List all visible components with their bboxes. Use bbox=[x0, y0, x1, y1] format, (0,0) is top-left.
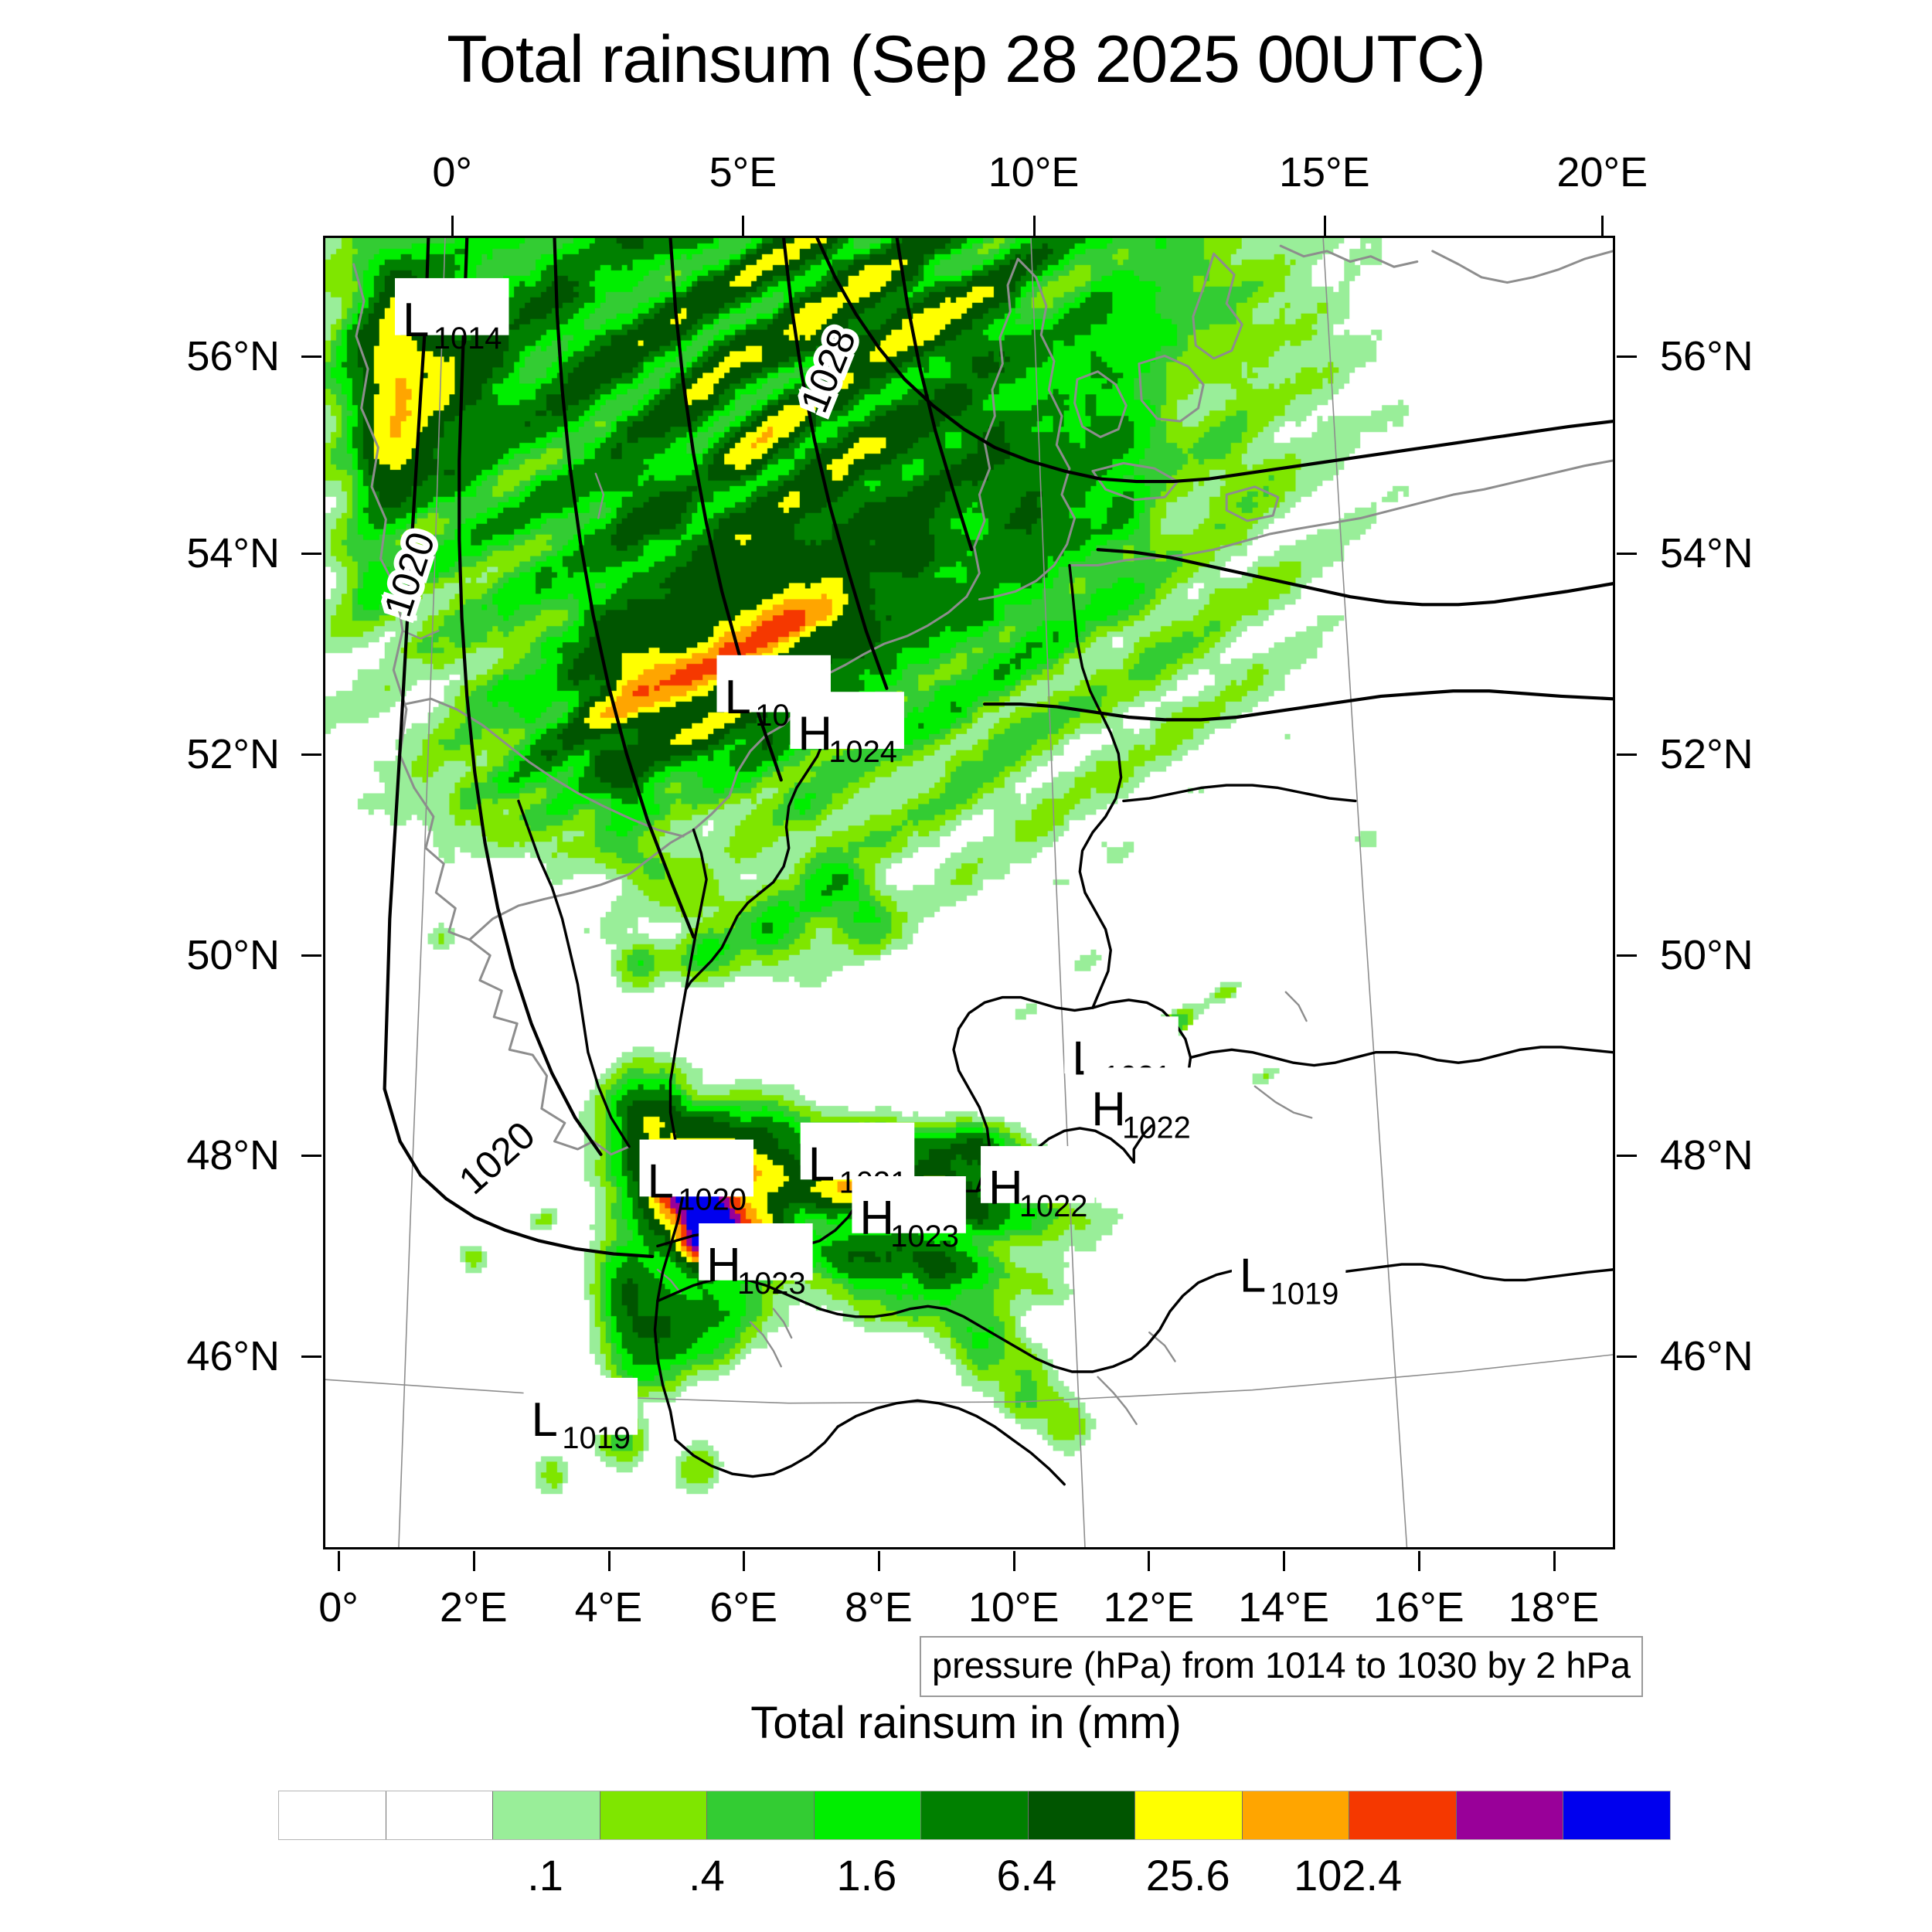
lon-tickmark-top-1 bbox=[742, 216, 745, 236]
lon-tickmark-top-4 bbox=[1601, 216, 1604, 236]
lon-tick-bottom-5: 10°E bbox=[968, 1584, 1060, 1631]
lon-tick-bottom-3: 6°E bbox=[709, 1584, 778, 1631]
lon-tickmark-bottom-0 bbox=[338, 1551, 341, 1571]
lat-tick-right-3: 50°N bbox=[1660, 931, 1753, 978]
colorbar-swatch-9 bbox=[1242, 1791, 1350, 1839]
colorbar-tick-0: .1 bbox=[527, 1851, 563, 1900]
lat-tick-left-4: 48°N bbox=[186, 1132, 280, 1179]
colorbar-tick-4: 25.6 bbox=[1145, 1851, 1230, 1900]
lon-tickmark-bottom-2 bbox=[607, 1551, 611, 1571]
colorbar-tick-1: .4 bbox=[689, 1851, 725, 1900]
map-plot-area: 1020 1020 1020 1020 1028 1028 L 1014 L 1023 H 1024 L… bbox=[323, 236, 1615, 1549]
lat-tickmark-right-4 bbox=[1617, 1155, 1637, 1157]
lat-tick-left-1: 54°N bbox=[186, 529, 280, 577]
colorbar-tick-2: 1.6 bbox=[836, 1851, 897, 1900]
colorbar-swatch-7 bbox=[1028, 1791, 1136, 1839]
colorbar-swatch-10 bbox=[1349, 1791, 1457, 1839]
colorbar-swatch-2 bbox=[493, 1791, 600, 1839]
lon-tickmark-bottom-6 bbox=[1148, 1551, 1151, 1571]
lon-tickmark-top-3 bbox=[1323, 216, 1326, 236]
lon-tick-top-4: 20°E bbox=[1556, 149, 1648, 196]
lon-tickmark-bottom-4 bbox=[877, 1551, 880, 1571]
lat-tick-right-0: 56°N bbox=[1660, 332, 1753, 379]
lat-tick-left-0: 56°N bbox=[186, 332, 280, 379]
lon-tick-top-0: 0° bbox=[432, 149, 473, 196]
lon-tick-top-2: 10°E bbox=[988, 149, 1080, 196]
pressure-caption-box: pressure (hPa) from 1014 to 1030 by 2 hP… bbox=[920, 1636, 1643, 1697]
lat-tick-right-5: 46°N bbox=[1660, 1333, 1753, 1380]
colorbar-swatch-0 bbox=[279, 1791, 386, 1839]
lat-tickmark-left-2 bbox=[301, 753, 321, 756]
lat-tick-right-4: 48°N bbox=[1660, 1132, 1753, 1179]
lon-tick-top-1: 5°E bbox=[709, 149, 777, 196]
colorbar bbox=[278, 1791, 1671, 1840]
lon-tick-bottom-8: 16°E bbox=[1373, 1584, 1464, 1631]
colorbar-tick-labels: .1 .4 1.6 6.4 25.6 102.4 bbox=[278, 1850, 1669, 1904]
lat-tickmark-right-1 bbox=[1617, 552, 1637, 555]
lon-tickmark-bottom-5 bbox=[1012, 1551, 1015, 1571]
colorbar-swatch-3 bbox=[600, 1791, 708, 1839]
lon-tickmark-bottom-1 bbox=[472, 1551, 475, 1571]
precipitation-field-canvas bbox=[325, 238, 1613, 1547]
lon-tick-bottom-7: 14°E bbox=[1238, 1584, 1329, 1631]
lon-tick-bottom-1: 2°E bbox=[439, 1584, 508, 1631]
lon-tickmark-top-2 bbox=[1032, 216, 1036, 236]
colorbar-swatch-1 bbox=[386, 1791, 494, 1839]
lat-tickmark-right-5 bbox=[1617, 1355, 1637, 1359]
colorbar-swatch-12 bbox=[1563, 1791, 1670, 1839]
lon-tickmark-bottom-9 bbox=[1553, 1551, 1556, 1571]
colorbar-tick-3: 6.4 bbox=[996, 1851, 1057, 1900]
lat-tickmark-left-5 bbox=[301, 1355, 321, 1359]
lat-tickmark-left-3 bbox=[301, 954, 321, 957]
colorbar-swatch-11 bbox=[1456, 1791, 1564, 1839]
lat-tickmark-right-0 bbox=[1617, 355, 1637, 358]
lat-tickmark-left-1 bbox=[301, 552, 321, 555]
lon-tick-bottom-6: 12°E bbox=[1103, 1584, 1195, 1631]
lon-tickmark-top-0 bbox=[451, 216, 454, 236]
lon-tick-bottom-9: 18°E bbox=[1508, 1584, 1600, 1631]
lat-tickmark-left-4 bbox=[301, 1155, 321, 1157]
colorbar-swatch-8 bbox=[1135, 1791, 1243, 1839]
lat-tickmark-left-0 bbox=[301, 355, 321, 358]
page-title: Total rainsum (Sep 28 2025 00UTC) bbox=[447, 22, 1486, 97]
lon-tick-top-3: 15°E bbox=[1278, 149, 1370, 196]
lon-tick-bottom-4: 8°E bbox=[845, 1584, 913, 1631]
lon-tickmark-bottom-8 bbox=[1417, 1551, 1420, 1571]
lat-tick-right-1: 54°N bbox=[1660, 529, 1753, 577]
lat-tick-left-5: 46°N bbox=[186, 1333, 280, 1380]
lat-tick-right-2: 52°N bbox=[1660, 730, 1753, 777]
lat-tick-left-2: 52°N bbox=[186, 730, 280, 777]
lon-tickmark-bottom-3 bbox=[743, 1551, 746, 1571]
lon-tick-bottom-2: 4°E bbox=[574, 1584, 643, 1631]
colorbar-swatch-6 bbox=[921, 1791, 1029, 1839]
colorbar-swatch-5 bbox=[814, 1791, 922, 1839]
lat-tickmark-right-2 bbox=[1617, 753, 1637, 756]
colorbar-tick-5: 102.4 bbox=[1294, 1851, 1403, 1900]
colorbar-swatch-4 bbox=[707, 1791, 815, 1839]
lat-tick-left-3: 50°N bbox=[186, 931, 280, 978]
lon-tickmark-bottom-7 bbox=[1283, 1551, 1286, 1571]
lat-tickmark-right-3 bbox=[1617, 954, 1637, 957]
colorbar-title: Total rainsum in (mm) bbox=[750, 1698, 1182, 1748]
lon-tick-bottom-0: 0° bbox=[318, 1584, 359, 1631]
